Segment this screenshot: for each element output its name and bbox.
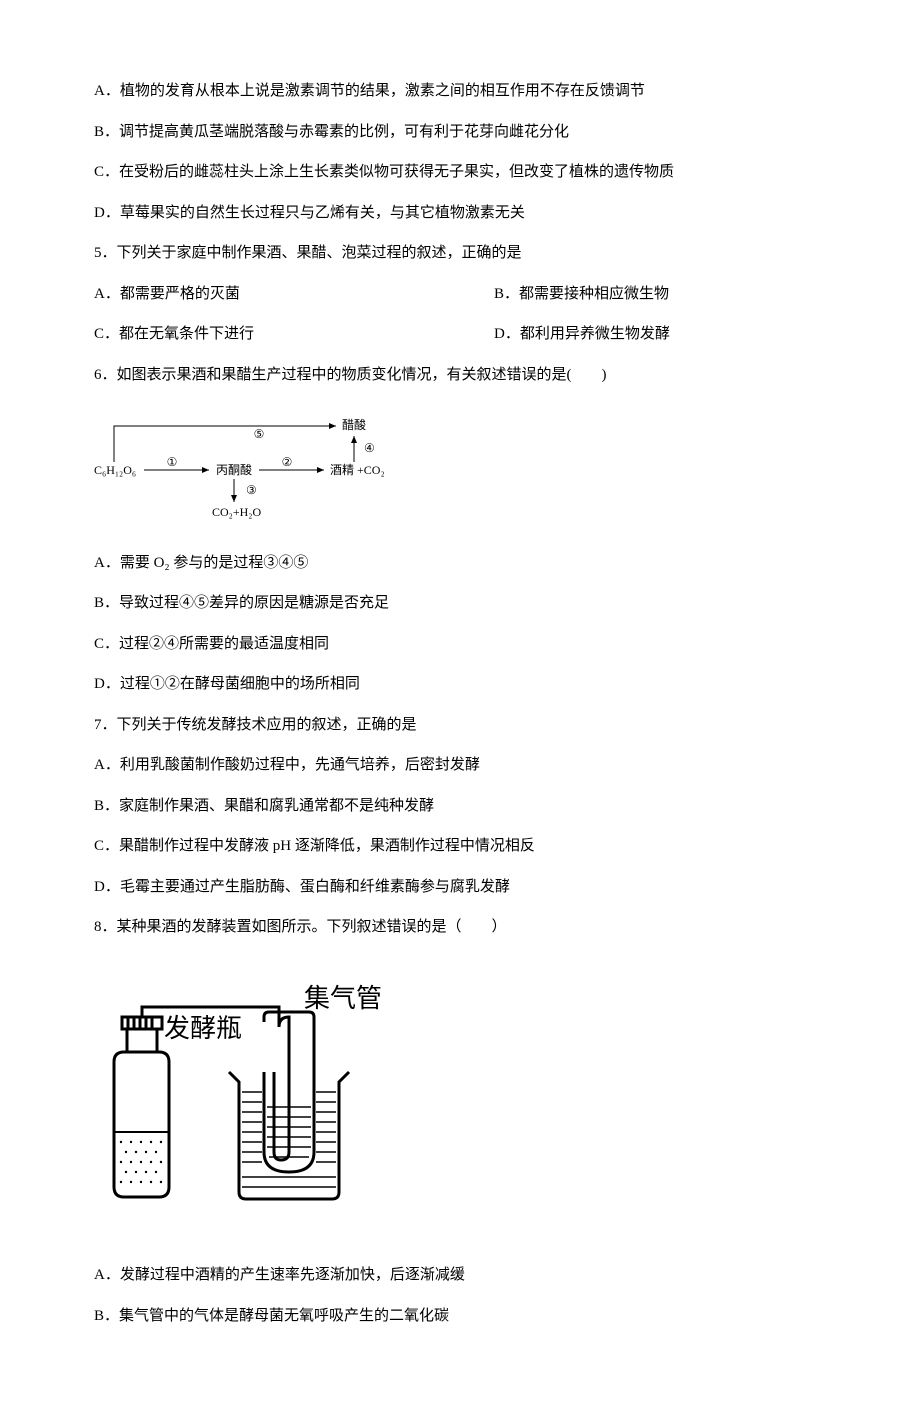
q7-stem: 7．下列关于传统发酵技术应用的叙述，正确的是 bbox=[94, 714, 826, 737]
q5-options-row1: A．都需要严格的灭菌 B．都需要接种相应微生物 bbox=[94, 283, 826, 306]
q6-label-right-top: 醋酸 bbox=[342, 417, 366, 432]
q5-option-b: B．都需要接种相应微生物 bbox=[494, 283, 669, 306]
q7-option-a: A．利用乳酸菌制作酸奶过程中，先通气培养，后密封发酵 bbox=[94, 754, 826, 777]
q6-label-n4: ④ bbox=[364, 441, 375, 455]
q5-option-a: A．都需要严格的灭菌 bbox=[94, 283, 494, 306]
q7-option-d: D．毛霉主要通过产生脂肪酶、蛋白酶和纤维素酶参与腐乳发酵 bbox=[94, 876, 826, 899]
q5-option-c: C．都在无氧条件下进行 bbox=[94, 323, 494, 346]
option-c: C．在受粉后的雌蕊柱头上涂上生长素类似物可获得无子果实，但改变了植株的遗传物质 bbox=[94, 161, 826, 184]
q5-options-row2: C．都在无氧条件下进行 D．都利用异养微生物发酵 bbox=[94, 323, 826, 346]
q6-option-c: C．过程②④所需要的最适温度相同 bbox=[94, 633, 826, 656]
q6-label-right-bottom: 酒精 +CO₂ bbox=[330, 463, 385, 477]
q6-label-n2: ② bbox=[282, 455, 293, 469]
option-b: B．调节提高黄瓜茎端脱落酸与赤霉素的比例，可有利于花芽向雌花分化 bbox=[94, 121, 826, 144]
q8-diagram: 发酵瓶 集气管 bbox=[104, 977, 414, 1207]
q6-label-n5: ⑤ bbox=[254, 427, 265, 441]
q6-diagram: C₆H₁₂O₆ ① 丙酮酸 ② 酒精 +CO₂ ③ CO₂+H₂O ④ 醋酸 ⑤ bbox=[94, 414, 414, 524]
q5-stem: 5．下列关于家庭中制作果酒、果醋、泡菜过程的叙述，正确的是 bbox=[94, 242, 826, 265]
q7-option-b: B．家庭制作果酒、果醋和腐乳通常都不是纯种发酵 bbox=[94, 795, 826, 818]
q6-label-mid: 丙酮酸 bbox=[216, 462, 252, 477]
option-a: A．植物的发育从根本上说是激素调节的结果，激素之间的相互作用不存在反馈调节 bbox=[94, 80, 826, 103]
q7-option-c: C．果醋制作过程中发酵液 pH 逐渐降低，果酒制作过程中情况相反 bbox=[94, 835, 826, 858]
q8-label-bottle: 发酵瓶 bbox=[164, 1014, 242, 1043]
q5-option-d: D．都利用异养微生物发酵 bbox=[494, 323, 670, 346]
q8-label-tube: 集气管 bbox=[304, 984, 382, 1013]
q8-stem: 8．某种果酒的发酵装置如图所示。下列叙述错误的是（ ） bbox=[94, 916, 826, 939]
q6-label-bottom: CO₂+H₂O bbox=[212, 505, 261, 519]
option-d: D．草莓果实的自然生长过程只与乙烯有关，与其它植物激素无关 bbox=[94, 202, 826, 225]
q6-label-n1: ① bbox=[167, 455, 178, 469]
q6-option-d: D．过程①②在酵母菌细胞中的场所相同 bbox=[94, 673, 826, 696]
q6-label-formula: C₆H₁₂O₆ bbox=[94, 463, 136, 477]
q6-option-a: A．需要 O₂ 参与的是过程③④⑤ bbox=[94, 552, 826, 575]
q6-label-n3: ③ bbox=[246, 483, 257, 497]
q8-option-b: B．集气管中的气体是酵母菌无氧呼吸产生的二氧化碳 bbox=[94, 1305, 826, 1328]
q6-stem: 6．如图表示果酒和果醋生产过程中的物质变化情况，有关叙述错误的是( ) bbox=[94, 364, 826, 387]
q6-option-b: B．导致过程④⑤差异的原因是糖源是否充足 bbox=[94, 592, 826, 615]
q8-option-a: A．发酵过程中酒精的产生速率先逐渐加快，后逐渐减缓 bbox=[94, 1264, 826, 1287]
